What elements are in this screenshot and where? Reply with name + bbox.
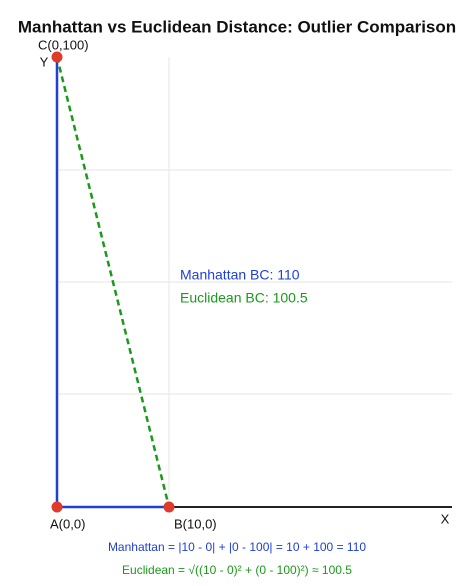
euclidean-line (55, 56, 171, 508)
title: Manhattan vs Euclidean Distance: Outlier… (18, 17, 456, 36)
point-label: A(0,0) (50, 516, 85, 531)
euclidean-annotation: Euclidean BC: 100.5 (180, 290, 308, 306)
x-axis-label: X (441, 511, 450, 526)
euclidean-formula: Euclidean = √((10 - 0)² + (0 - 100)²) ≈ … (122, 563, 352, 577)
point-a (51, 501, 63, 513)
y-axis-label: Y (40, 54, 49, 69)
manhattan-annotation: Manhattan BC: 110 (180, 267, 300, 283)
manhattan-formula: Manhattan = |10 - 0| + |0 - 100| = 10 + … (108, 540, 366, 554)
point-c (51, 51, 63, 63)
point-b (163, 501, 175, 513)
point-label: B(10,0) (174, 516, 217, 531)
point-label: C(0,100) (38, 37, 89, 52)
